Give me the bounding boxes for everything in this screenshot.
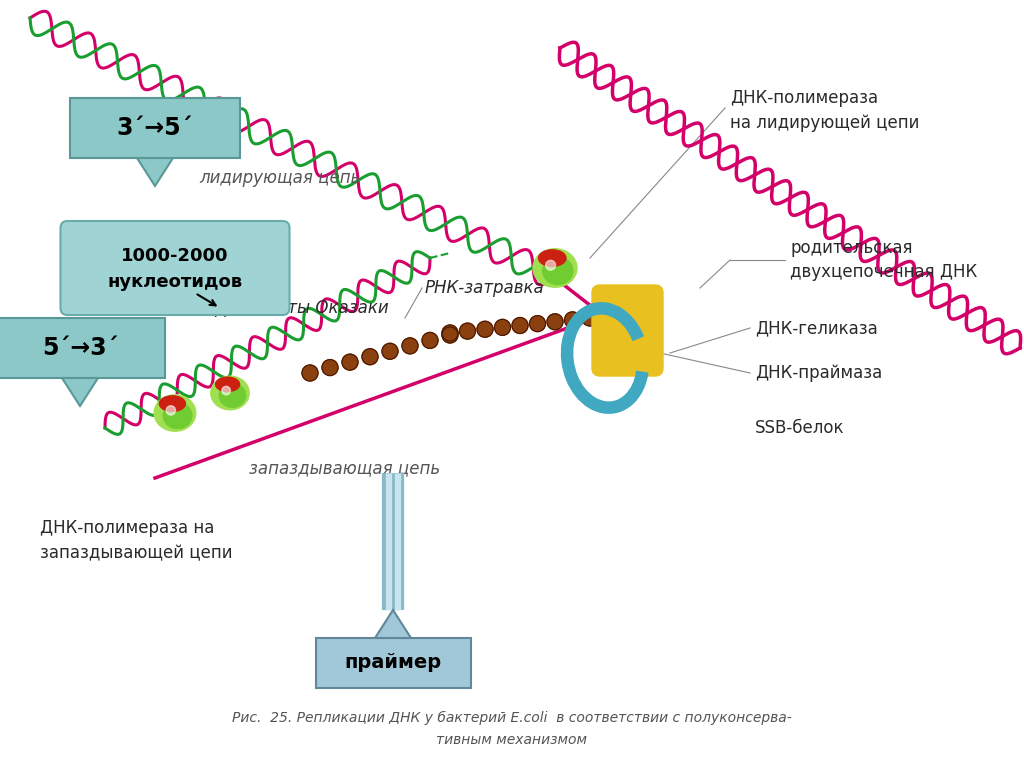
Ellipse shape [163,402,191,429]
Text: ДНК-геликаза: ДНК-геликаза [755,319,878,337]
Circle shape [382,343,398,359]
Circle shape [342,354,358,370]
Text: ДНК-праймаза: ДНК-праймаза [755,364,883,382]
Ellipse shape [539,250,566,266]
Text: Рис.  25. Репликации ДНК у бактерий E.coli  в соответствии с полуконсерва-: Рис. 25. Репликации ДНК у бактерий E.col… [232,711,792,725]
FancyBboxPatch shape [315,638,470,688]
Text: фрагменты Оказаки: фрагменты Оказаки [210,299,389,317]
Text: РНК-затравка: РНК-затравка [425,279,545,297]
Circle shape [442,325,458,341]
FancyBboxPatch shape [70,98,240,158]
Circle shape [362,349,378,365]
Ellipse shape [211,376,249,410]
Circle shape [322,359,338,376]
Circle shape [529,316,546,332]
Ellipse shape [219,383,246,407]
Ellipse shape [222,386,230,395]
FancyBboxPatch shape [592,285,663,376]
Text: лидирующая цепь: лидирующая цепь [200,169,360,187]
Circle shape [564,312,581,328]
Circle shape [302,365,318,381]
Text: ДНК-полимераза на: ДНК-полимераза на [40,519,214,537]
Circle shape [477,321,493,337]
Text: нуклеотидов: нуклеотидов [108,273,243,291]
Text: родительская: родительская [790,239,912,257]
Text: запаздывающей цепи: запаздывающей цепи [40,544,232,562]
Ellipse shape [216,377,240,392]
Circle shape [495,319,511,336]
Text: 3´→5´: 3´→5´ [117,116,194,140]
Circle shape [442,327,458,343]
Text: запаздывающая цепь: запаздывающая цепь [250,459,440,477]
Text: SSB-белок: SSB-белок [755,419,845,437]
Circle shape [422,333,438,349]
Circle shape [460,323,475,339]
Text: ДНК-полимераза: ДНК-полимераза [730,89,879,107]
FancyBboxPatch shape [60,221,290,315]
FancyBboxPatch shape [0,318,165,378]
Circle shape [512,317,528,333]
Ellipse shape [543,257,572,284]
Polygon shape [137,158,173,186]
Ellipse shape [546,260,556,270]
Ellipse shape [155,395,196,431]
Polygon shape [62,378,98,406]
Polygon shape [375,610,411,638]
Circle shape [582,310,598,326]
Text: двухцепочечная ДНК: двухцепочечная ДНК [790,263,977,281]
Ellipse shape [160,396,185,412]
Text: на лидирующей цепи: на лидирующей цепи [730,114,920,132]
Text: праймер: праймер [344,654,441,673]
Circle shape [547,314,563,329]
Circle shape [402,338,418,354]
Text: 5´→3´: 5´→3´ [42,336,118,360]
Text: тивным механизмом: тивным механизмом [436,733,588,747]
Ellipse shape [166,406,175,415]
Ellipse shape [534,249,577,287]
Text: 1000-2000: 1000-2000 [121,247,228,265]
